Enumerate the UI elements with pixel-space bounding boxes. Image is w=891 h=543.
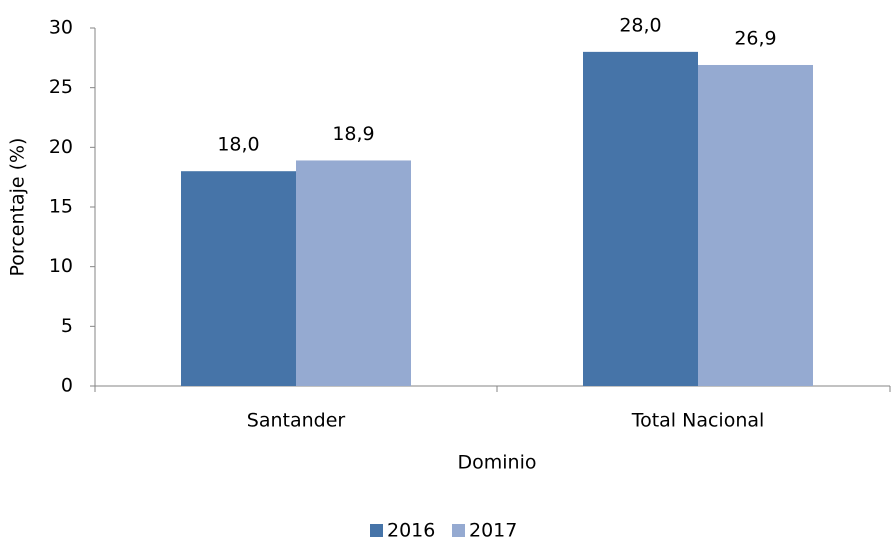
y-tick-label: 15	[49, 196, 73, 218]
bar	[583, 51, 698, 386]
y-tick-label: 30	[49, 17, 73, 39]
bar	[296, 160, 411, 386]
legend-label: 2017	[469, 520, 517, 542]
x-axis-label: Dominio	[458, 452, 537, 474]
y-tick-label: 25	[49, 76, 73, 98]
y-tick-label: 20	[49, 136, 73, 158]
legend-swatch	[452, 524, 465, 537]
y-tick-label: 0	[61, 375, 73, 397]
y-tick-label: 5	[61, 315, 73, 337]
legend-label: 2016	[387, 520, 435, 542]
x-tick-label: Total Nacional	[631, 410, 765, 432]
y-tick-label: 10	[49, 255, 73, 277]
x-tick-label: Santander	[247, 410, 346, 432]
value-label: 18,0	[217, 134, 259, 156]
value-label: 26,9	[734, 27, 776, 49]
legend-swatch	[370, 524, 383, 537]
bar	[181, 171, 296, 386]
value-label: 18,9	[332, 123, 374, 145]
value-label: 28,0	[619, 14, 661, 36]
y-axis-label: Porcentaje (%)	[7, 138, 29, 277]
bar	[698, 64, 813, 386]
